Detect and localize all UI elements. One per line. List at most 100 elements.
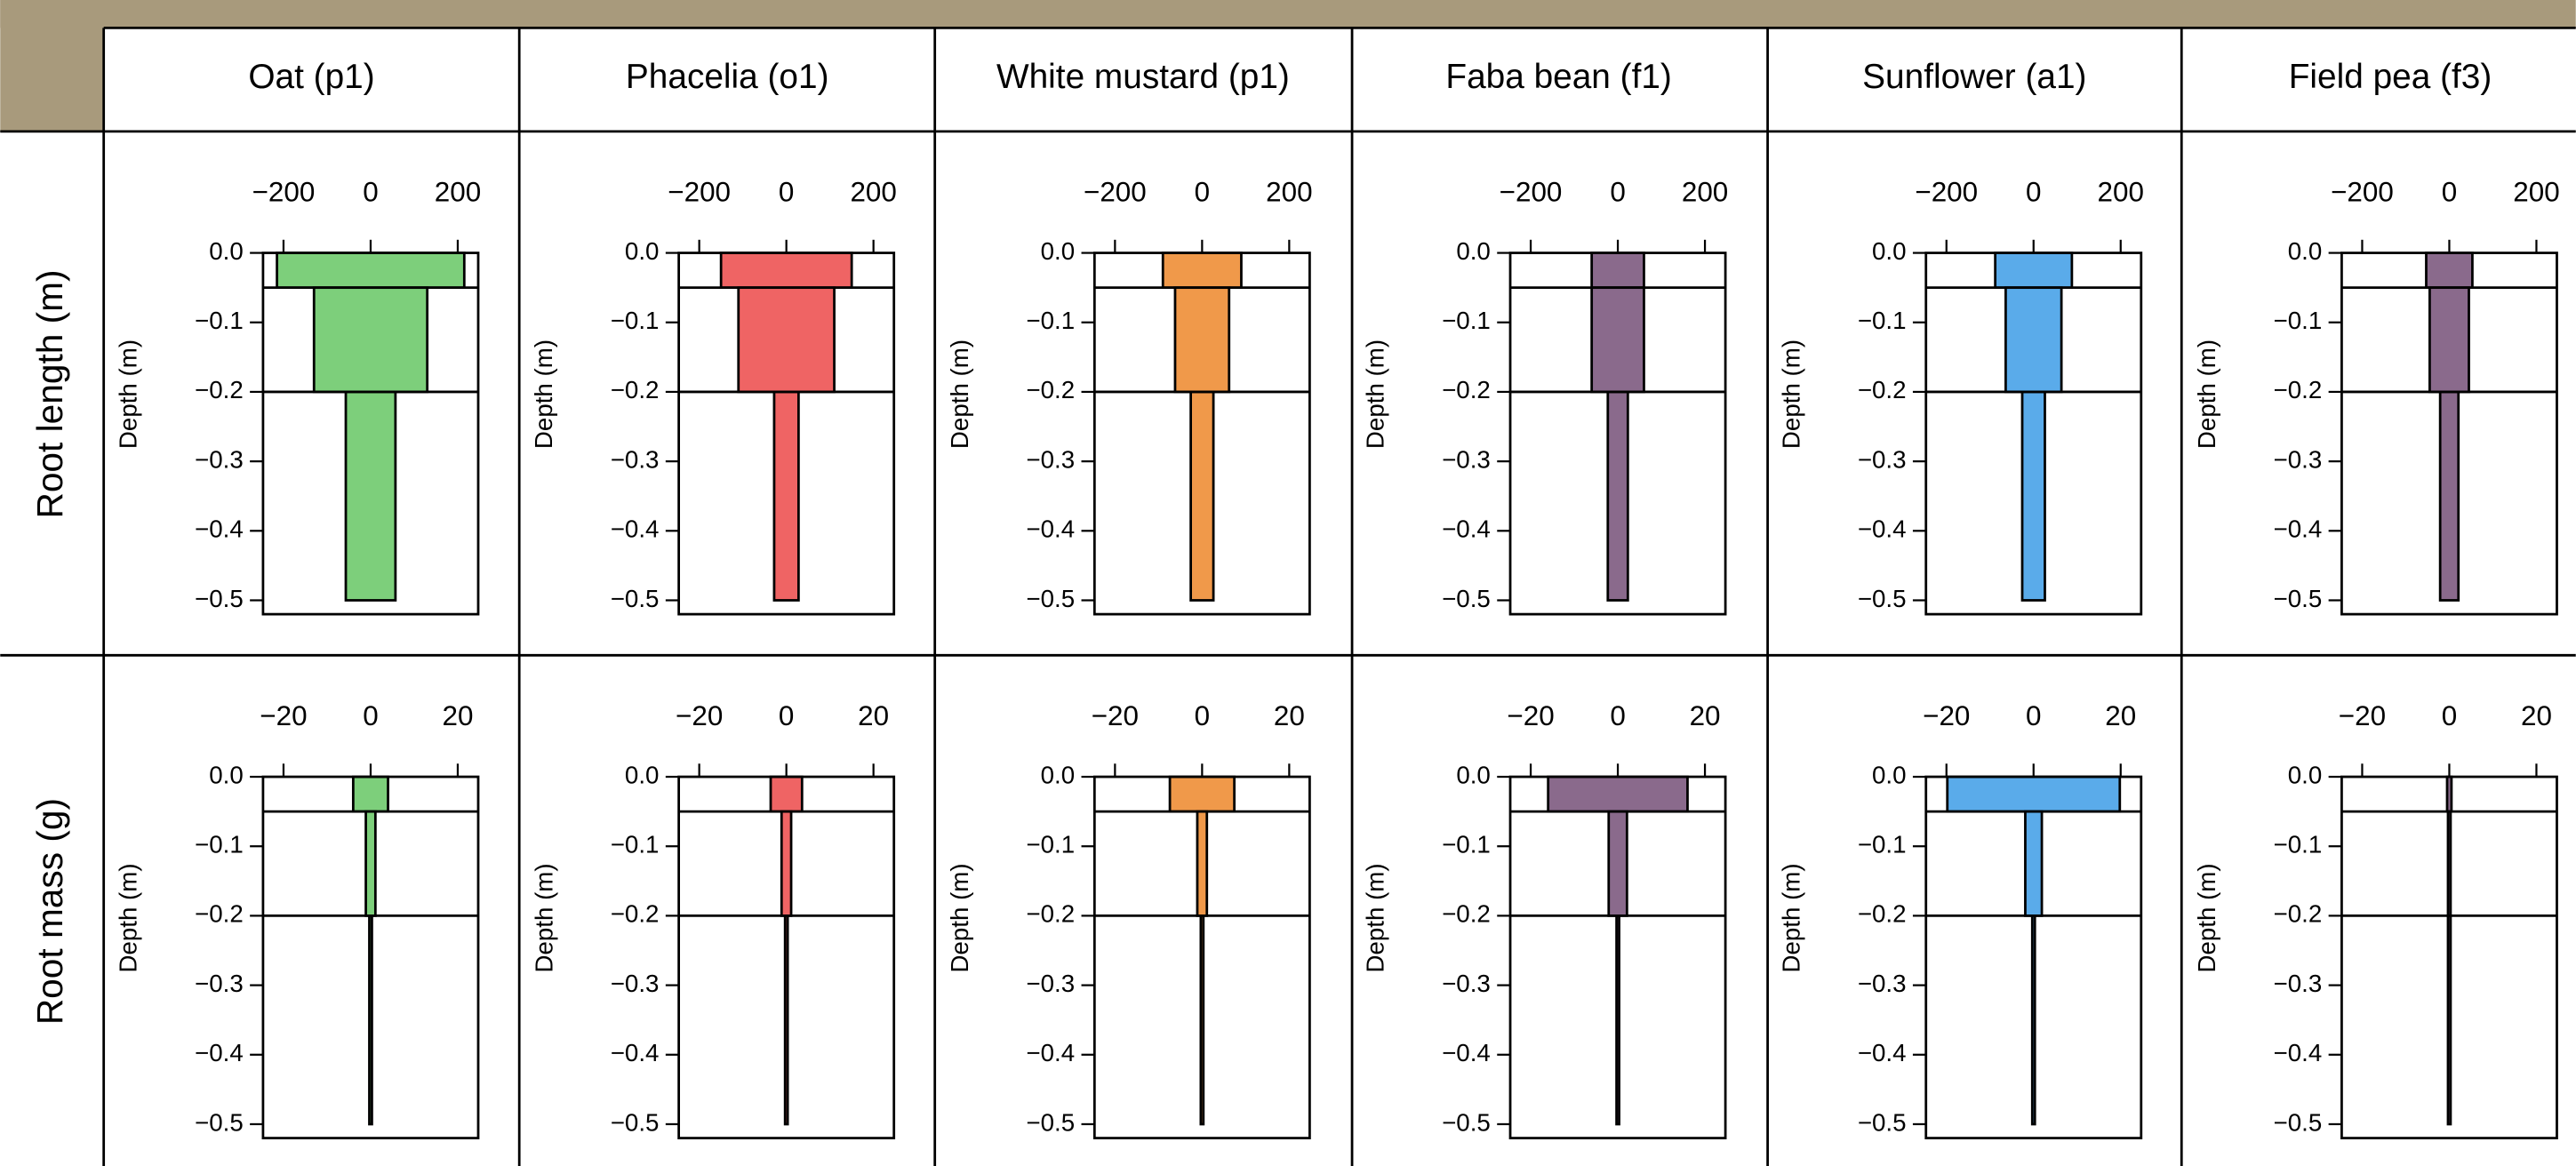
y-tick-label: −0.5 <box>2274 585 2323 612</box>
y-tick-label: −0.4 <box>611 1039 660 1066</box>
kite-segment <box>769 775 804 813</box>
kite-segment <box>2030 914 2036 1126</box>
kite-segment <box>1168 775 1236 813</box>
corner-band <box>0 0 104 132</box>
x-tick-label: −200 <box>1500 176 1563 207</box>
column-header: Sunflower (a1) <box>1862 58 2086 96</box>
y-tick-label: −0.3 <box>1858 445 1907 473</box>
y-tick-label: 0.0 <box>209 237 244 265</box>
table-grid <box>0 27 2576 1166</box>
x-tick-label: 200 <box>1682 176 1728 207</box>
y-axis-label: Depth (m) <box>2193 863 2220 972</box>
panel: −20 0 20 0.0 −0.1 −0.2 −0.3 −0.4 −0.5 Depth (m) <box>530 700 896 1139</box>
y-tick-label: 0.0 <box>625 237 660 265</box>
y-tick-label: −0.1 <box>2274 831 2323 859</box>
kite-segment <box>1196 810 1209 917</box>
row-label: Root mass (g) <box>29 798 70 1025</box>
x-tick-label: 200 <box>850 176 896 207</box>
y-tick-label: −0.2 <box>1026 376 1075 403</box>
x-tick-label: 0 <box>1610 176 1625 207</box>
x-tick-label: −200 <box>1915 176 1978 207</box>
y-tick-label: 0.0 <box>2288 237 2323 265</box>
top-band <box>0 0 2576 28</box>
kite-segment <box>364 810 377 917</box>
panel: −200 0 200 0.0 −0.1 −0.2 −0.3 −0.4 −0.5 Depth (m) <box>1362 176 1728 616</box>
y-tick-label: −0.4 <box>1026 1039 1075 1066</box>
kite-segment <box>2428 286 2470 394</box>
kite-segment <box>783 914 789 1126</box>
x-tick-label: −200 <box>1084 176 1147 207</box>
x-tick-label: −20 <box>1092 700 1139 731</box>
kite-segment <box>1615 914 1620 1126</box>
panel: −20 0 20 0.0 −0.1 −0.2 −0.3 −0.4 −0.5 Depth (m) <box>946 700 1311 1139</box>
y-tick-label: −0.2 <box>2274 900 2323 928</box>
y-tick-label: −0.1 <box>1442 831 1491 859</box>
kite-segment <box>1547 775 1689 813</box>
x-tick-label: 0 <box>779 700 794 731</box>
y-tick-label: 0.0 <box>2288 761 2323 788</box>
kite-segment <box>2425 252 2474 290</box>
x-tick-label: −20 <box>676 700 723 731</box>
x-tick-label: 20 <box>442 700 473 731</box>
y-tick-label: −0.4 <box>195 515 244 543</box>
y-tick-label: −0.5 <box>195 1108 244 1136</box>
y-axis-label: Depth (m) <box>1777 339 1804 449</box>
y-tick-label: −0.1 <box>1858 831 1907 859</box>
x-tick-label: −20 <box>1923 700 1970 731</box>
y-tick-label: −0.4 <box>1442 1039 1491 1066</box>
y-tick-label: −0.5 <box>1858 585 1907 612</box>
x-tick-label: 0 <box>1195 176 1210 207</box>
y-tick-label: −0.2 <box>2274 376 2323 403</box>
panel: −20 0 20 0.0 −0.1 −0.2 −0.3 −0.4 −0.5 Depth (m) <box>1777 700 2143 1139</box>
x-tick-label: 20 <box>1274 700 1305 731</box>
panel: −200 0 200 0.0 −0.1 −0.2 −0.3 −0.4 −0.5 Depth (m) <box>115 176 481 616</box>
y-tick-label: −0.4 <box>195 1039 244 1066</box>
y-tick-label: −0.2 <box>611 900 660 928</box>
y-tick-label: −0.1 <box>195 307 244 334</box>
kite-segment <box>368 914 373 1126</box>
y-tick-label: −0.2 <box>195 900 244 928</box>
y-tick-label: −0.5 <box>2274 1108 2323 1136</box>
y-tick-label: −0.2 <box>1442 376 1491 403</box>
y-tick-label: −0.3 <box>1026 970 1075 997</box>
kite-segment <box>2438 390 2460 602</box>
x-tick-label: 0 <box>363 700 378 731</box>
x-tick-label: 0 <box>2026 700 2041 731</box>
y-tick-label: −0.1 <box>1858 307 1907 334</box>
y-tick-label: −0.5 <box>1858 1108 1907 1136</box>
y-tick-label: −0.4 <box>611 515 660 543</box>
y-axis-label: Depth (m) <box>530 863 557 972</box>
x-tick-label: 200 <box>2098 176 2144 207</box>
kite-segment <box>2446 810 2452 917</box>
y-tick-label: −0.3 <box>1442 445 1491 473</box>
y-tick-label: −0.3 <box>2274 970 2323 997</box>
column-header: White mustard (p1) <box>996 58 1290 96</box>
kite-segment <box>1946 775 2122 813</box>
y-axis-label: Depth (m) <box>1362 339 1389 449</box>
y-tick-label: −0.1 <box>2274 307 2323 334</box>
panel: −20 0 20 0.0 −0.1 −0.2 −0.3 −0.4 −0.5 Depth (m) <box>1362 700 1727 1139</box>
y-tick-label: −0.1 <box>611 831 660 859</box>
y-tick-label: −0.2 <box>611 376 660 403</box>
panel: −20 0 20 0.0 −0.1 −0.2 −0.3 −0.4 −0.5 Depth (m) <box>115 700 480 1139</box>
y-tick-label: −0.1 <box>1026 831 1075 859</box>
x-tick-label: −200 <box>2331 176 2394 207</box>
y-tick-label: −0.4 <box>1442 515 1491 543</box>
panel: −20 0 20 0.0 −0.1 −0.2 −0.3 −0.4 −0.5 Depth (m) <box>2193 700 2558 1139</box>
y-tick-label: −0.1 <box>1026 307 1075 334</box>
y-axis-label: Depth (m) <box>115 863 142 972</box>
kite-segment <box>1606 390 1629 602</box>
kite-segment <box>2024 810 2044 917</box>
y-tick-label: 0.0 <box>1456 237 1491 265</box>
x-tick-label: 20 <box>1690 700 1721 731</box>
y-axis-label: Depth (m) <box>1362 863 1389 972</box>
x-tick-label: 20 <box>2521 700 2552 731</box>
row-label: Root length (m) <box>29 269 70 518</box>
x-tick-label: 0 <box>1195 700 1210 731</box>
x-tick-label: −200 <box>668 176 731 207</box>
y-tick-label: −0.4 <box>1858 515 1907 543</box>
y-tick-label: −0.4 <box>2274 1039 2323 1066</box>
x-tick-label: 0 <box>2442 700 2457 731</box>
y-axis-label: Depth (m) <box>2193 339 2220 449</box>
kite-segment <box>1189 390 1215 602</box>
